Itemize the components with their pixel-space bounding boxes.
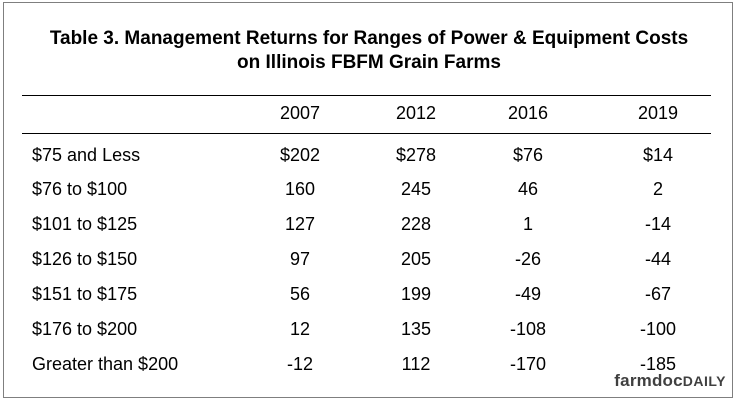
row-label: $76 to $100	[32, 179, 128, 199]
table-cell: -12	[286, 354, 313, 374]
title-line-2: on Illinois FBFM Grain Farms	[237, 52, 501, 73]
farmdoc-daily-logo: farmdocDAILY	[614, 371, 726, 391]
table-cell: $202	[279, 145, 321, 165]
table-cell: -49	[514, 284, 541, 304]
table-cell: $278	[395, 145, 437, 165]
table-row: $151 to $175 56 199 -49 -67	[22, 277, 711, 311]
table-row: $101 to $125 127 228 1 -14	[22, 207, 711, 241]
table-cell: $76	[512, 145, 544, 165]
table-cell: 12	[289, 319, 311, 339]
table-cell: 46	[517, 179, 539, 199]
row-label: $176 to $200	[32, 319, 138, 339]
table-row: $126 to $150 97 205 -26 -44	[22, 242, 711, 276]
table-cell: 160	[284, 179, 316, 199]
table-cell: 228	[400, 214, 432, 234]
table-cell: 112	[401, 354, 431, 374]
header-bottom-rule	[22, 133, 711, 134]
table-cell: 199	[400, 284, 432, 304]
table-cell: 2	[652, 179, 663, 199]
table-title: Table 3. Management Returns for Ranges o…	[0, 27, 738, 75]
table-cell: -67	[644, 284, 671, 304]
table-row: $76 to $100 160 245 46 2	[22, 172, 711, 206]
row-label: $126 to $150	[32, 249, 138, 269]
table-cell: -185	[639, 354, 677, 374]
row-label: $75 and Less	[32, 145, 141, 165]
row-label: $151 to $175	[32, 284, 138, 304]
column-header: 2012	[395, 103, 437, 123]
row-label: $101 to $125	[32, 214, 138, 234]
row-label: Greater than $200	[32, 354, 179, 374]
title-line-1: Table 3. Management Returns for Ranges o…	[49, 28, 689, 49]
table-frame	[3, 2, 733, 398]
table-cell: 127	[284, 214, 316, 234]
table-cell: 135	[400, 319, 432, 339]
table-cell: $14	[642, 145, 674, 165]
table-row: $176 to $200 12 135 -108 -100	[22, 312, 711, 346]
table-cell: -108	[509, 319, 547, 339]
table-header-row: 2007 2012 2016 2019	[22, 96, 711, 130]
table-cell: -14	[644, 214, 671, 234]
table-cell: 56	[289, 284, 311, 304]
column-header: 2016	[507, 103, 549, 123]
table-cell: 245	[400, 179, 432, 199]
table-cell: 205	[400, 249, 432, 269]
logo-text-farmdoc: farmdoc	[614, 371, 683, 390]
logo-text-daily: DAILY	[682, 373, 726, 389]
table-cell: -170	[509, 354, 547, 374]
table-cell: 97	[289, 249, 311, 269]
table-cell: -26	[514, 249, 541, 269]
table-row: Greater than $200 -12 112 -170 -185	[22, 347, 711, 381]
table-cell: 1	[522, 214, 533, 234]
column-header: 2019	[637, 103, 679, 123]
table-cell: -44	[644, 249, 671, 269]
table-row: $75 and Less $202 $278 $76 $14	[22, 138, 711, 172]
table-cell: -100	[639, 319, 677, 339]
column-header: 2007	[279, 103, 321, 123]
header-top-rule	[22, 95, 711, 96]
